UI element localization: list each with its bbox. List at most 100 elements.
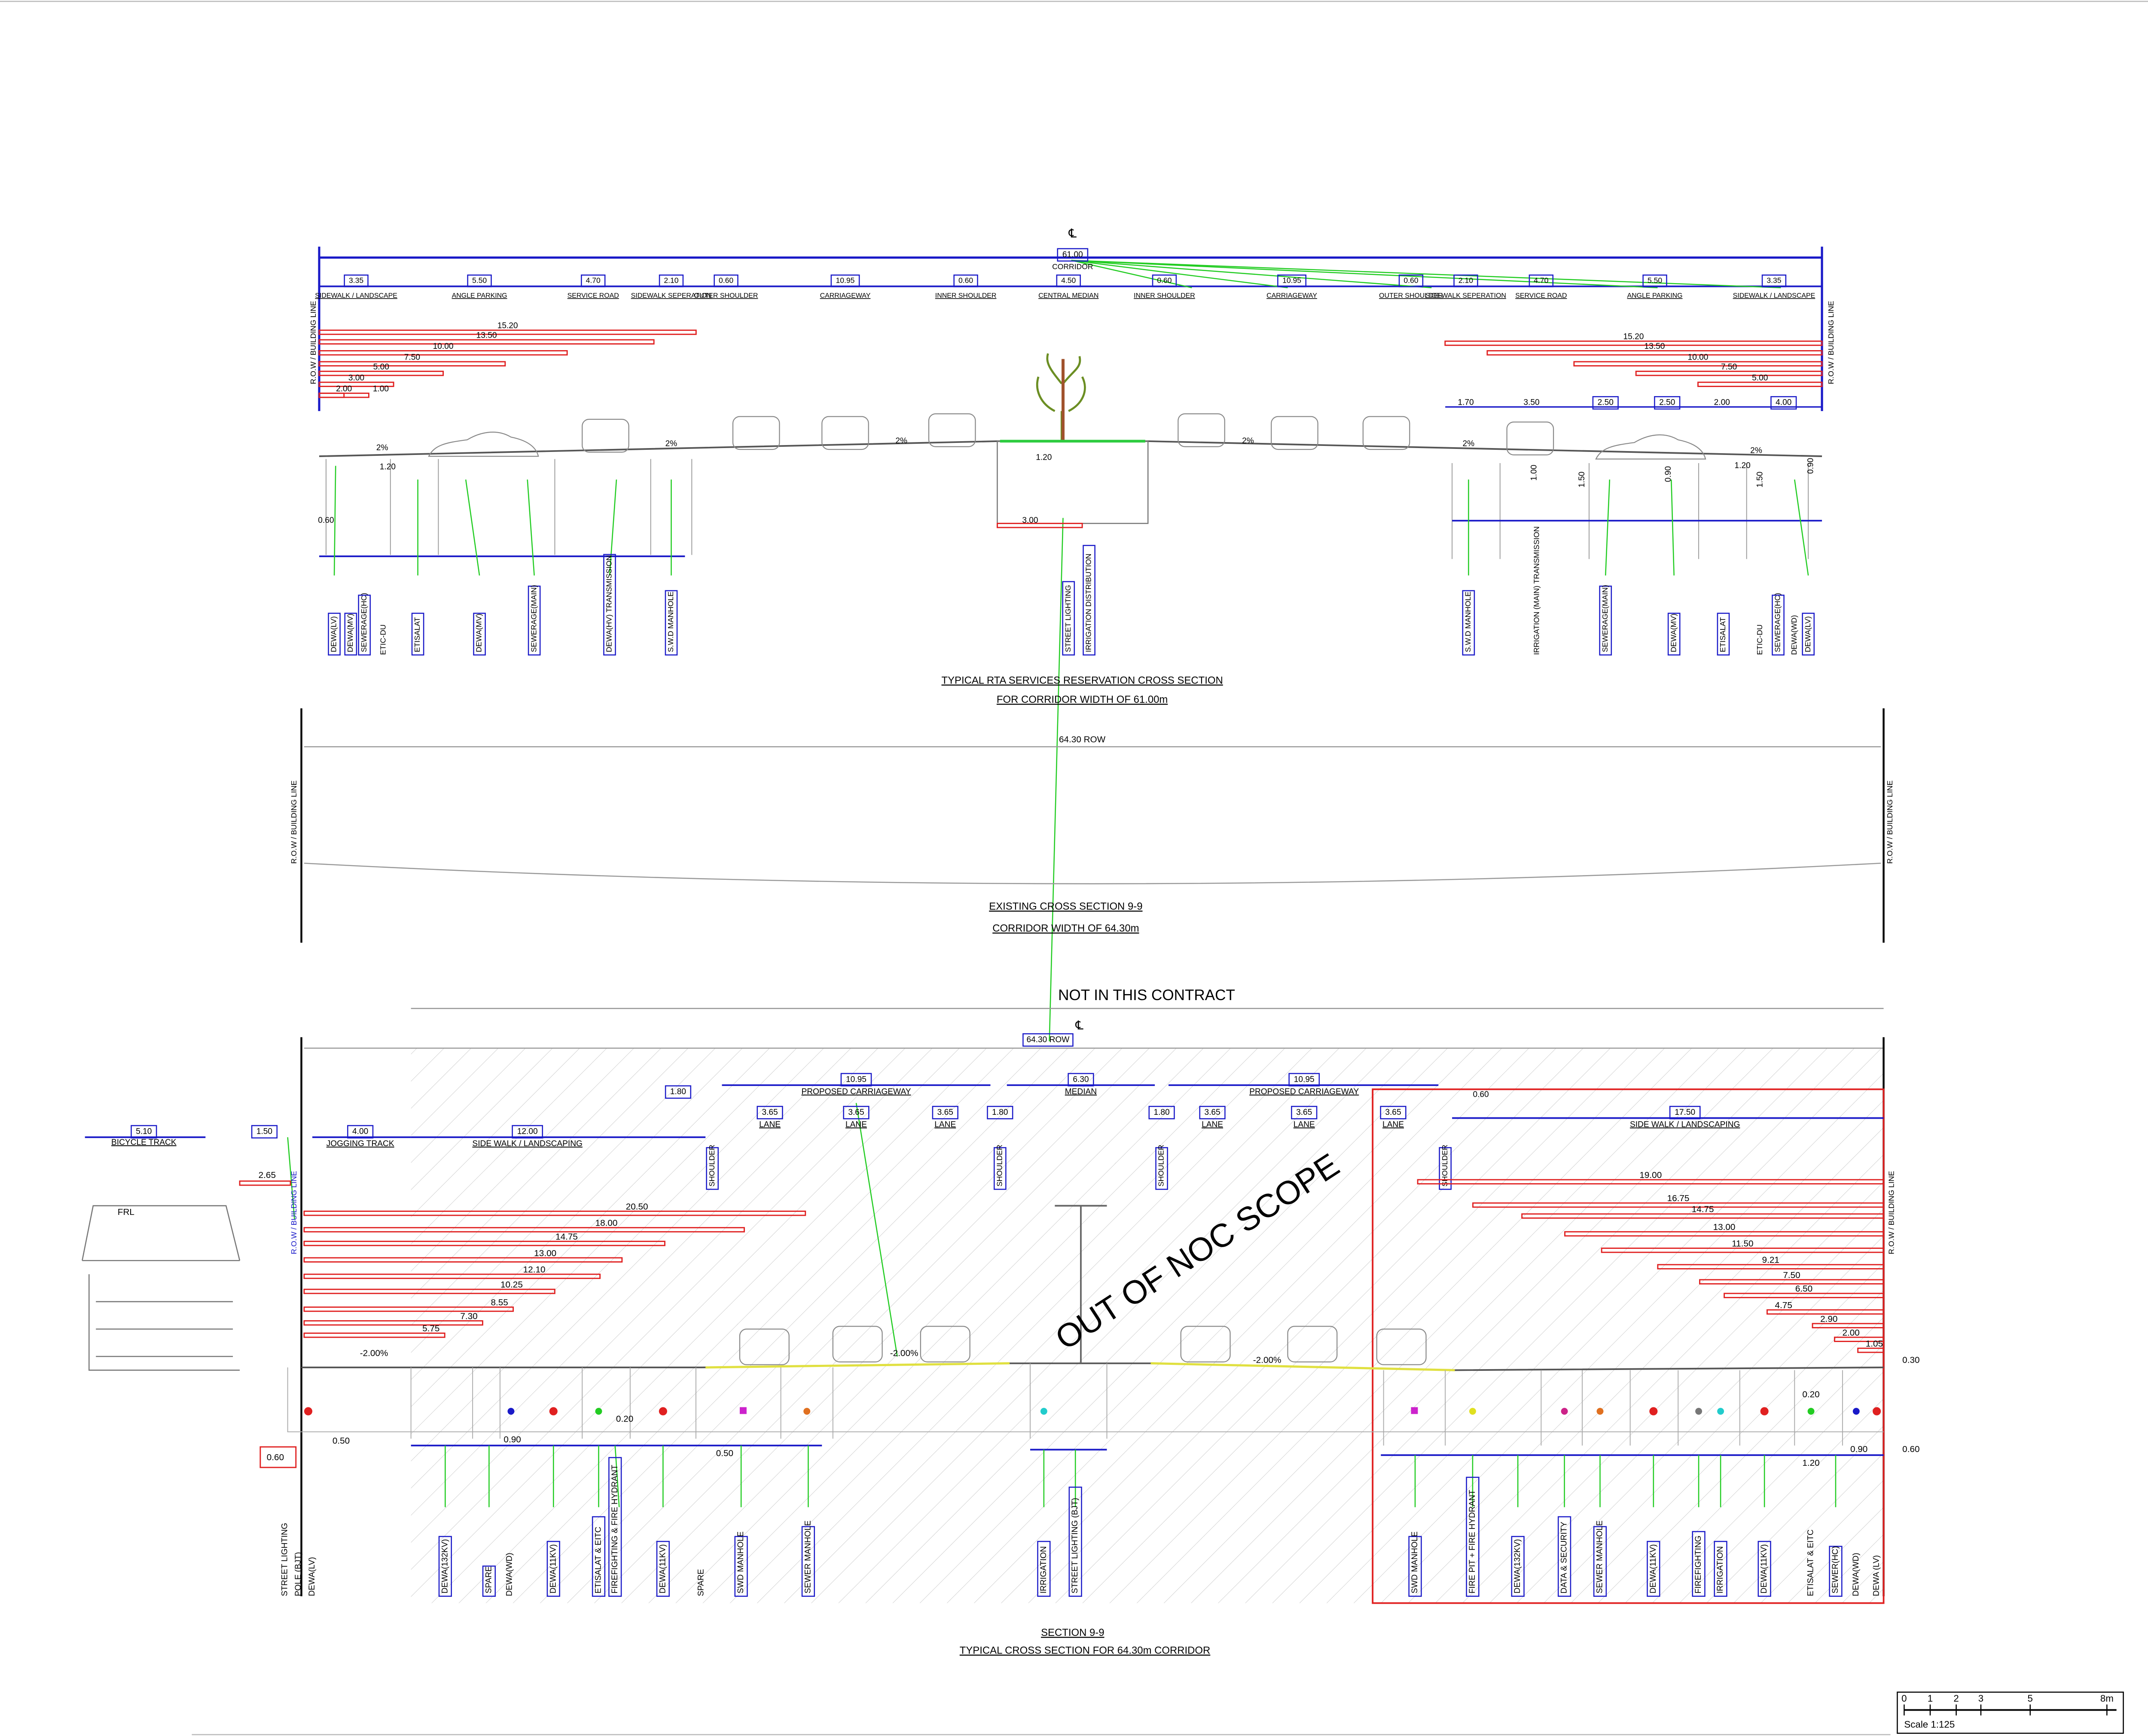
offset-bar [303,1211,806,1216]
utility-label: ETISALAT [413,617,421,652]
offset-label: 2.00 [336,384,352,394]
offset-bar [1697,381,1823,387]
zone-width: 2.10 [664,276,678,284]
zone-width: 10.95 [1282,276,1301,284]
utility-symbol [1873,1407,1881,1416]
offset-bar [1767,1309,1885,1315]
utility-symbol [507,1408,515,1415]
offset-label: 9.21 [1762,1255,1779,1265]
zone-width-box [1199,1106,1226,1120]
offset-label: 10.25 [500,1280,523,1290]
utility-label-box [1802,613,1815,656]
offset-bar [1657,1264,1885,1269]
zone-label: SHOULDER [708,1145,716,1187]
zone-width-box [840,1073,872,1086]
slope-label: 2% [895,436,907,445]
zone-width-box [512,1125,543,1139]
zone-width: 10.95 [846,1075,867,1084]
offset-bar [318,370,444,376]
utility-label-box [1408,1536,1422,1597]
utility-label: DEWA(LV) [1803,616,1812,652]
offset-label: 0.30 [1902,1355,1919,1365]
offset-bar [1834,1336,1885,1342]
utility-label: FIREFIGHTING [1694,1535,1703,1593]
utility-label-box [1772,595,1785,656]
utility-label: SEWER MANHOLE [803,1520,812,1593]
zone-width: 1.80 [992,1108,1008,1117]
offset-label: 1.20 [1802,1458,1819,1468]
car [428,431,539,457]
slope-label: -2.00% [1253,1355,1281,1365]
trench-base [411,1444,1884,1456]
leader-lines [287,1103,1837,1507]
utility-label: DEWA(LV) [330,616,338,652]
offset-bar [303,1227,745,1233]
utility-label-box [734,1536,748,1597]
zone-width: 1.50 [256,1127,272,1136]
zone-width-box [830,275,860,287]
offset-label: 8.55 [491,1298,508,1308]
utility-label-box [1599,586,1612,656]
utility-label-box [438,1536,452,1597]
zone-label: SHOULDER [1440,1145,1449,1187]
car [1595,434,1706,460]
utility-label-box [1466,1477,1480,1597]
zone-width-box [1056,275,1081,287]
utility-symbol [1717,1408,1724,1415]
existing-section [300,708,1885,943]
building-line-label: R.O.W / BUILDING LINE [290,781,298,864]
zone-width: 10.95 [836,276,855,284]
utility-label: IRRIGATION (MAIN) TRANSMISSION [1532,526,1541,655]
utility-label: STREET LIGHTING [1064,585,1072,653]
car [582,418,629,453]
utility-label-box [328,613,341,656]
frl-label: FRL [118,1207,134,1217]
zone-label: SERVICE ROAD [568,292,619,299]
offset-bar [303,1332,445,1338]
depth-label: 1.20 [1735,461,1751,470]
offset-bar [1812,1323,1885,1328]
offset-label: 14.75 [1692,1205,1714,1214]
offset-bar [318,339,655,345]
zone-width: 2.10 [1458,276,1473,284]
offset-label: 0.60 [267,1452,284,1462]
car [928,413,976,447]
row-label: 64.30 ROW [1059,735,1106,744]
zone-width-box [665,1085,692,1099]
utility-label-box [608,1457,622,1597]
zone-width-box [467,275,492,287]
utility-label: DEWA(11KV) [658,1544,667,1594]
slope-label: -2.00% [360,1349,388,1358]
zone-width: 4.70 [586,276,601,284]
zone-width-box [131,1125,157,1139]
zone-width: 6.30 [1073,1075,1089,1084]
corridor-width: 61.00 [1062,250,1083,259]
bottom-section [82,1008,1885,1604]
zone-label: SIDEWALK SEPERATION [1425,292,1506,299]
scale-tick-label: 5 [2028,1693,2033,1704]
section-subtitle: TYPICAL CROSS SECTION FOR 64.30m CORRIDO… [960,1645,1211,1657]
utility-label-box [603,554,616,656]
slope-label: 2% [376,443,388,452]
offset-label: 16.75 [1667,1193,1690,1203]
utility-label: DEWA(WD) [1852,1553,1861,1596]
offset-label: 15.20 [1623,333,1644,342]
offset-bar [318,330,697,335]
zone-width-box [953,275,978,287]
vehicles [428,413,1706,460]
zone-width-box [1277,275,1306,287]
zone-width: 0.60 [1473,1090,1489,1099]
utility-label-box [546,1541,560,1597]
slope-label: 2% [1750,446,1762,455]
zone-label: SHOULDER [995,1145,1004,1187]
offset-bar [1573,361,1823,367]
zone-width-box [1529,275,1554,287]
zone-width-box [1148,1106,1175,1120]
zone-label: ANGLE PARKING [1627,292,1683,299]
utility-symbol [1469,1408,1476,1415]
service-width: 3.50 [1523,398,1539,407]
car [920,1326,970,1363]
offset-bar [1601,1248,1885,1253]
